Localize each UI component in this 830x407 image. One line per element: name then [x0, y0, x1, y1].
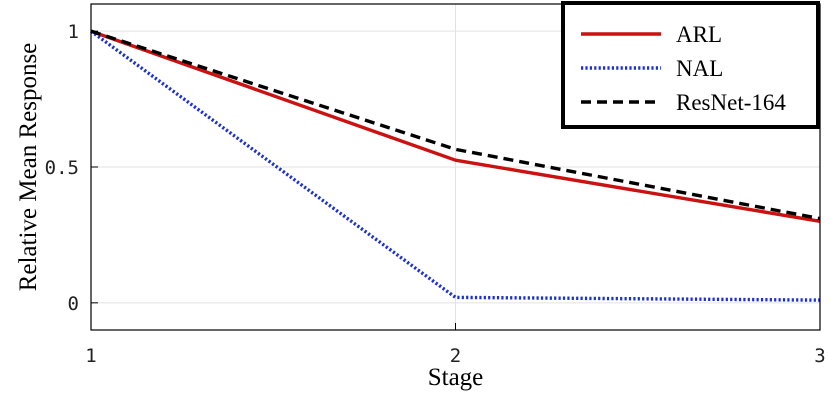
legend-label: NAL [676, 56, 723, 81]
series-line-nal [89, 29, 821, 302]
x-tick-label: 2 [450, 345, 461, 367]
axis-ticks: 1 2 3 0 0.5 1 [45, 21, 826, 367]
legend-box [561, 1, 820, 129]
y-axis-label: Relative Mean Response [15, 43, 42, 292]
legend-label: ARL [676, 22, 722, 47]
x-tick-label: 1 [85, 345, 96, 367]
series-line-resnet-164 [90, 29, 821, 221]
x-tick-label: 3 [814, 345, 825, 367]
legend: ARL NAL ResNet-164 [561, 1, 820, 129]
y-tick-label: 1 [68, 21, 79, 43]
x-axis-label: Stage [428, 364, 484, 391]
series-line-arl [90, 29, 821, 224]
y-tick-label: 0 [68, 293, 79, 315]
series-lines [89, 29, 821, 302]
y-tick-label: 0.5 [45, 157, 79, 179]
legend-label: ResNet-164 [676, 90, 786, 115]
